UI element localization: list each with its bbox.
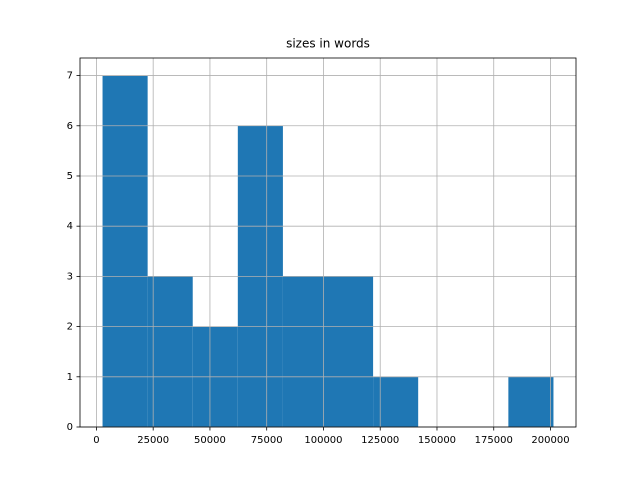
x-tick-label: 50000: [194, 435, 226, 446]
chart-title: sizes in words: [286, 37, 370, 51]
bar: [508, 376, 554, 427]
x-tick-label: 200000: [531, 435, 569, 446]
y-tick-label: 7: [67, 71, 73, 82]
x-tick-label: 125000: [361, 435, 399, 446]
x-tick-label: 100000: [304, 435, 342, 446]
y-tick-label: 3: [67, 271, 73, 282]
y-tick-label: 6: [67, 121, 73, 132]
y-tick-label: 5: [67, 171, 73, 182]
x-tick-label: 0: [93, 435, 99, 446]
bar: [147, 276, 193, 427]
y-tick-label: 2: [67, 322, 73, 333]
y-tick-label: 4: [67, 221, 73, 232]
x-tick-label: 175000: [475, 435, 513, 446]
y-tick-label: 0: [67, 422, 73, 433]
y-tick-label: 1: [67, 372, 73, 383]
bar: [102, 75, 148, 428]
x-tick-label: 25000: [137, 435, 169, 446]
bar: [282, 276, 328, 427]
axes-frame: [79, 57, 577, 428]
x-tick-label: 150000: [418, 435, 456, 446]
x-tick-label: 75000: [251, 435, 283, 446]
bar: [328, 276, 374, 427]
